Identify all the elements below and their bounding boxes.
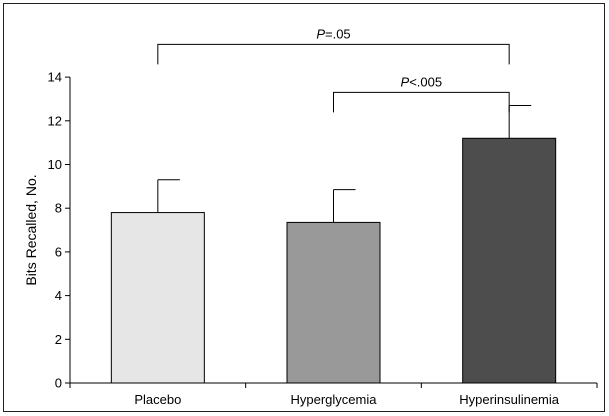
y-tick-label: 2 xyxy=(55,332,62,347)
p-value: <.005 xyxy=(409,74,442,89)
y-tick-label: 10 xyxy=(48,157,62,172)
x-tick-label: Hyperglycemia xyxy=(291,392,378,407)
bar-hyperglycemia xyxy=(286,221,381,384)
significance-label: P<.005 xyxy=(401,74,443,89)
x-tick-label: Placebo xyxy=(134,392,181,407)
p-symbol: P xyxy=(401,74,410,89)
y-axis-label: Bits Recalled, No. xyxy=(23,174,39,285)
p-value: =.05 xyxy=(325,26,351,41)
y-tick-label: 8 xyxy=(55,201,62,216)
significance-label: P=.05 xyxy=(316,26,350,41)
y-tick-label: 6 xyxy=(55,244,62,259)
y-tick-label: 4 xyxy=(55,288,62,303)
significance-bracket xyxy=(333,91,510,113)
y-tick-label: 0 xyxy=(55,376,62,391)
bars: Placebo Hyperglycemia Hyperinsulinemia xyxy=(110,105,560,407)
bar-hyperinsulinemia xyxy=(462,137,557,384)
y-tick-label: 12 xyxy=(48,113,62,128)
x-tick-label: Hyperinsulinemia xyxy=(459,392,559,407)
significance-bracket xyxy=(157,43,510,65)
p-symbol: P xyxy=(316,26,325,41)
bar-placebo xyxy=(110,212,205,384)
significance-annotations: P=.05P<.005 xyxy=(157,26,510,113)
y-tick-label: 14 xyxy=(48,70,62,85)
